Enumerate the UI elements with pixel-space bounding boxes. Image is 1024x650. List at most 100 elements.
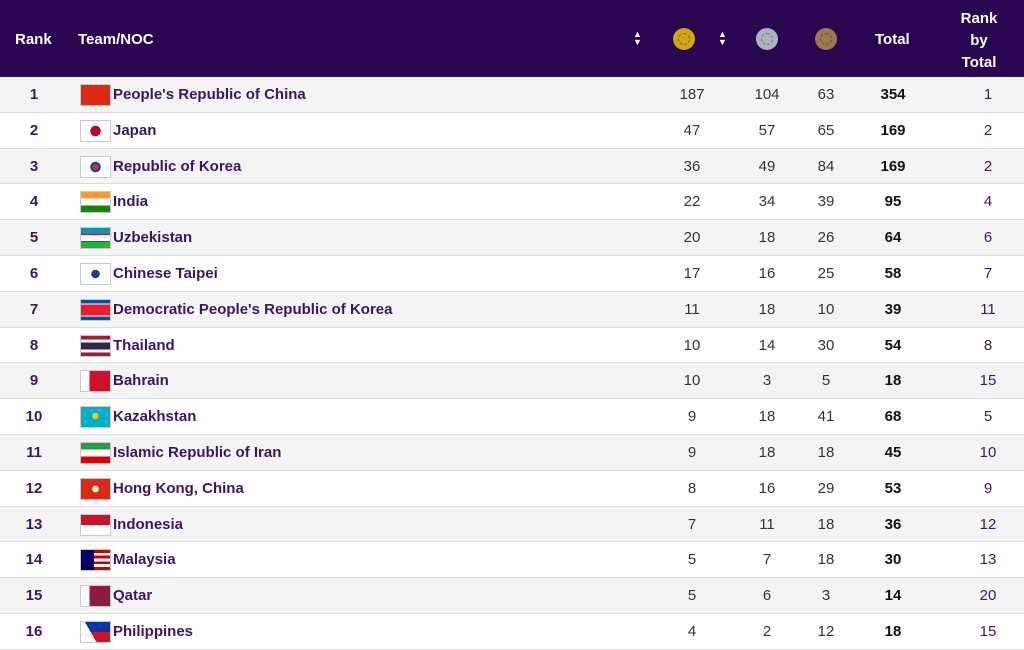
- table-body: 1 People's Republic of China 187 104 63 354 1 2…: [0, 77, 1024, 650]
- bronze-medal-icon[interactable]: [815, 28, 837, 50]
- philippines-flag-icon: [81, 621, 110, 642]
- table-row[interactable]: 9 Bahrain 10 3 5 18 15: [0, 363, 1024, 400]
- gold-medal-icon[interactable]: [673, 28, 695, 50]
- rank-by-total-cell: 13: [979, 551, 997, 569]
- team-name-link[interactable]: Democratic People's Republic of Korea: [113, 300, 393, 318]
- rank-by-total-cell: 11: [980, 300, 996, 318]
- team-name-link[interactable]: Qatar: [113, 587, 153, 605]
- table-row[interactable]: 10 Kazakhstan 9 18 41 68 5: [0, 399, 1024, 435]
- table-row[interactable]: 13 Indonesia 7 11 18 36 12: [0, 506, 1024, 543]
- rank-cell: 11: [26, 443, 42, 461]
- sort-icon[interactable]: ▲ ▼: [633, 29, 642, 47]
- table-row[interactable]: 1 People's Republic of China 187 104 63 354 1: [0, 77, 1024, 113]
- rank-by-total-header-line: by: [970, 32, 988, 49]
- rank-by-total-cell: 4: [983, 193, 993, 211]
- table-row[interactable]: 2 Japan 47 57 65 169 2: [0, 113, 1024, 149]
- malaysia-flag-icon: [81, 550, 110, 571]
- total-count: 36: [884, 515, 902, 533]
- table-row[interactable]: 4 India 22 34 39 95 4: [0, 184, 1024, 221]
- team-name-link[interactable]: Islamic Republic of Iran: [113, 443, 282, 461]
- gold-count: 4: [687, 622, 697, 640]
- table-row[interactable]: 15 Qatar 5 6 3 14 20: [0, 578, 1024, 614]
- team-name-link[interactable]: Hong Kong, China: [113, 479, 244, 497]
- korea-flag-icon: [81, 156, 110, 177]
- table-row[interactable]: 3 Republic of Korea 36 49 84 169 2: [0, 148, 1024, 185]
- bronze-count: 18: [817, 515, 835, 533]
- rank-by-total-column-header[interactable]: Rank by Total: [946, 8, 1012, 74]
- gold-count: 9: [687, 408, 697, 426]
- bronze-count: 3: [821, 587, 831, 605]
- team-name-link[interactable]: People's Republic of China: [113, 86, 306, 103]
- gold-count: 10: [683, 372, 701, 390]
- rank-by-total-cell: 6: [983, 229, 993, 247]
- team-name-link[interactable]: Chinese Taipei: [113, 264, 218, 282]
- team-name-link[interactable]: India: [113, 193, 149, 211]
- team-name-link[interactable]: Indonesia: [113, 515, 184, 533]
- rank-column-header[interactable]: Rank: [15, 31, 52, 48]
- rank-by-total-cell: 2: [983, 157, 993, 175]
- indonesia-flag-icon: [81, 514, 110, 535]
- bahrain-flag-icon: [81, 371, 110, 392]
- rank-by-total-cell: 1: [983, 86, 993, 103]
- rank-cell: 1: [29, 86, 39, 103]
- table-row[interactable]: 11 Islamic Republic of Iran 9 18 18 45 10: [0, 434, 1024, 471]
- table-row[interactable]: 16 Philippines 4 2 12 18 15: [0, 614, 1024, 650]
- gold-count: 5: [687, 551, 697, 569]
- table-row[interactable]: 6 Chinese Taipei 17 16 25 58 7: [0, 256, 1024, 292]
- gold-count: 36: [683, 157, 701, 175]
- rank-cell: 13: [25, 515, 43, 533]
- rank-by-total-cell: 15: [979, 372, 997, 390]
- silver-count: 6: [762, 587, 772, 605]
- team-name-link[interactable]: Republic of Korea: [113, 157, 242, 175]
- total-count: 354: [880, 86, 906, 103]
- uzbekistan-flag-icon: [81, 228, 110, 249]
- team-name-link[interactable]: Thailand: [113, 336, 175, 354]
- hong-kong-flag-icon: [81, 478, 110, 499]
- table-header: Rank Team/NOC ▲ ▼ ▲ ▼ Total Rank by Total: [0, 0, 1024, 77]
- table-row[interactable]: 5 Uzbekistan 20 18 26 64 6: [0, 220, 1024, 256]
- team-name-link[interactable]: Philippines: [113, 622, 194, 640]
- rank-cell: 2: [29, 121, 39, 139]
- table-row[interactable]: 14 Malaysia 5 7 18 30 13: [0, 542, 1024, 579]
- table-row[interactable]: 8 Thailand 10 14 30 54 8: [0, 328, 1024, 364]
- team-column-header[interactable]: Team/NOC: [78, 31, 154, 48]
- team-name-link[interactable]: Japan: [113, 121, 157, 139]
- bronze-count: 5: [821, 372, 831, 390]
- gold-count: 5: [687, 587, 697, 605]
- table-row[interactable]: 12 Hong Kong, China 8 16 29 53 9: [0, 471, 1024, 507]
- rank-cell: 8: [29, 336, 39, 354]
- gold-count: 9: [687, 443, 697, 461]
- team-name-link[interactable]: Malaysia: [113, 551, 176, 569]
- dprk-flag-icon: [81, 299, 110, 320]
- rank-cell: 12: [25, 479, 43, 497]
- silver-count: 11: [759, 515, 775, 533]
- bronze-count: 30: [817, 336, 835, 354]
- sort-icon[interactable]: ▲ ▼: [718, 29, 727, 47]
- rank-by-total-cell: 12: [979, 515, 997, 533]
- silver-count: 3: [762, 372, 772, 390]
- silver-count: 57: [758, 121, 776, 139]
- total-count: 30: [884, 551, 902, 569]
- india-flag-icon: [81, 192, 110, 213]
- gold-count: 17: [683, 264, 701, 282]
- table-row[interactable]: 7 Democratic People's Republic of Korea 11…: [0, 291, 1024, 328]
- rank-by-total-header-line: Rank: [960, 10, 998, 27]
- rank-by-total-header-line: Total: [961, 54, 997, 71]
- bronze-count: 18: [817, 443, 835, 461]
- rank-by-total-cell: 7: [983, 264, 993, 282]
- gold-count: 187: [679, 86, 705, 103]
- total-count: 45: [884, 443, 902, 461]
- team-name-link[interactable]: Kazakhstan: [113, 408, 197, 426]
- total-column-header[interactable]: Total: [875, 31, 910, 48]
- silver-count: 104: [754, 86, 780, 103]
- chinese-taipei-flag-icon: [81, 263, 110, 284]
- bronze-count: 63: [817, 86, 835, 103]
- total-count: 14: [884, 587, 902, 605]
- team-name-link[interactable]: Uzbekistan: [113, 229, 193, 247]
- total-count: 39: [884, 300, 902, 318]
- bronze-count: 12: [817, 622, 835, 640]
- total-count: 18: [884, 622, 902, 640]
- silver-medal-icon[interactable]: [756, 28, 778, 50]
- team-name-link[interactable]: Bahrain: [113, 372, 169, 390]
